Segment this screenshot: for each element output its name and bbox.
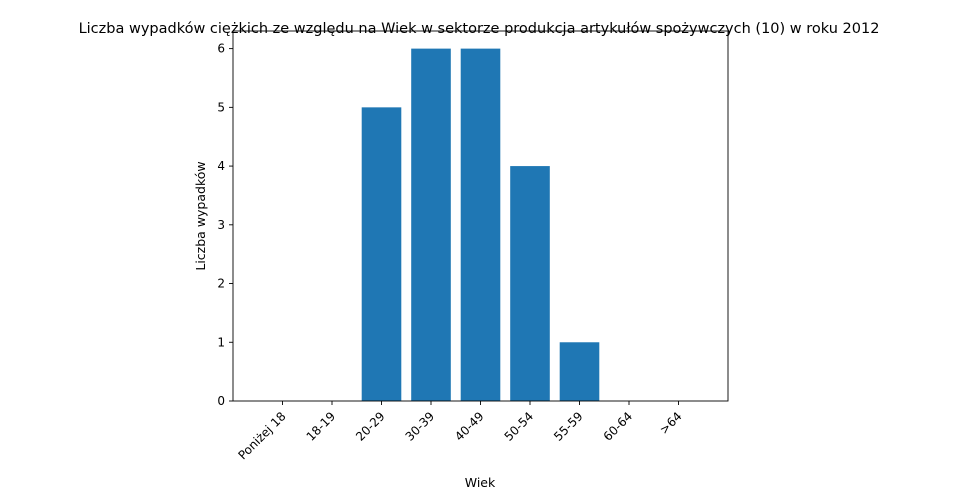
x-axis-label: Wiek <box>465 475 496 490</box>
x-tick-label-1: 18-19 <box>304 409 339 444</box>
bar-4 <box>460 48 501 401</box>
bar-6 <box>559 342 600 401</box>
y-tick-label-6: 6 <box>217 42 225 56</box>
y-axis-label: Liczba wypadków <box>193 161 208 270</box>
x-tick-label-8: >64 <box>657 409 685 437</box>
x-tick-label-2: 20-29 <box>353 409 388 444</box>
x-tick-label-7: 60-64 <box>601 409 636 444</box>
chart-title: Liczba wypadków ciężkich ze względu na W… <box>79 21 880 37</box>
y-tick-label-2: 2 <box>217 277 225 291</box>
y-tick-label-1: 1 <box>217 335 225 349</box>
x-tick-label-4: 40-49 <box>452 409 487 444</box>
bar-5 <box>510 166 550 401</box>
y-tick-label-4: 4 <box>217 159 225 173</box>
plot-area: 0 1 2 3 4 5 6 Poniżej 18 18-19 20-29 30-39 40-49 50-… <box>217 30 729 462</box>
y-tick-label-5: 5 <box>217 100 225 114</box>
bar-3 <box>411 48 451 401</box>
x-tick-label-6: 55-59 <box>551 409 586 444</box>
y-tick-label-3: 3 <box>217 218 225 232</box>
x-tick-label-0: Poniżej 18 <box>235 409 288 462</box>
y-tick-label-0: 0 <box>217 394 225 408</box>
bar-2 <box>361 107 402 401</box>
x-tick-label-3: 30-39 <box>403 409 438 444</box>
x-tick-label-5: 50-54 <box>502 409 537 444</box>
